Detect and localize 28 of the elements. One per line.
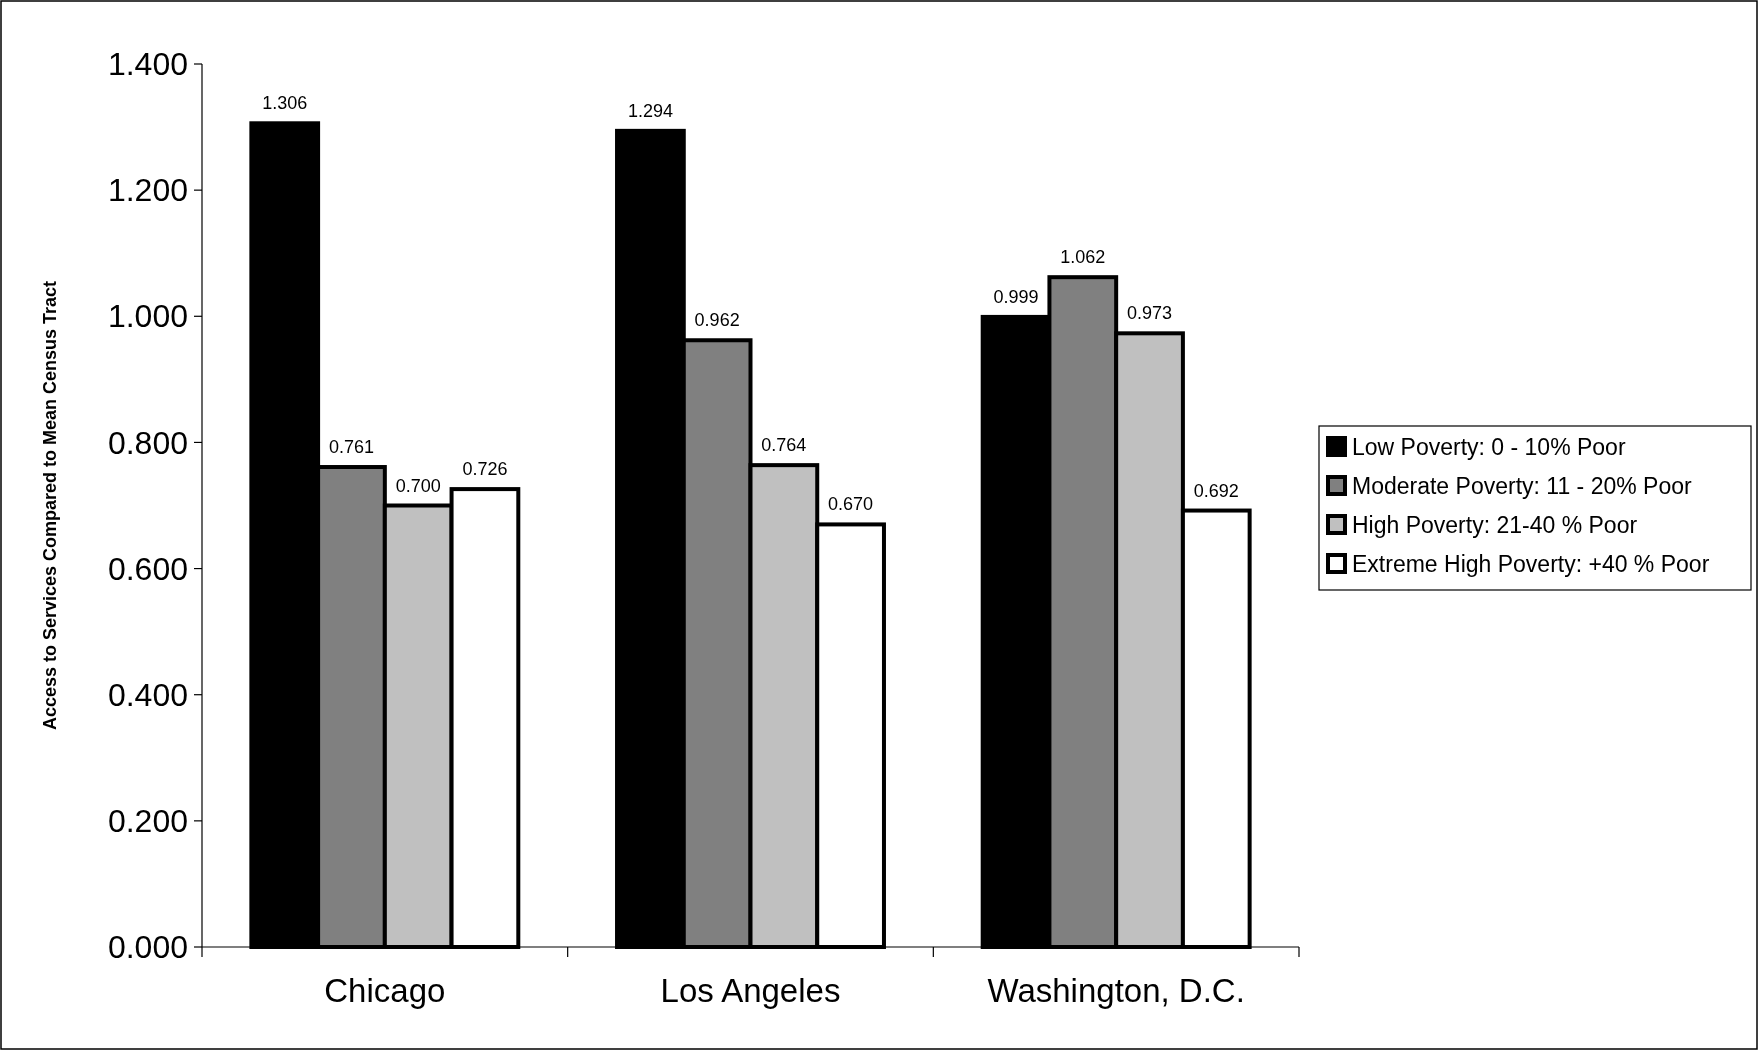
y-tick-label: 0.600	[107, 550, 188, 587]
y-tick-label: 0.800	[107, 424, 188, 461]
y-tick-label: 1.200	[107, 172, 188, 209]
legend-label: Low Poverty: 0 - 10% Poor	[1352, 434, 1626, 461]
x-tick-label: Los Angeles	[660, 972, 841, 1009]
data-label: 0.726	[462, 459, 508, 480]
legend-label: Extreme High Poverty: +40 % Poor	[1352, 551, 1710, 578]
legend-label: High Poverty: 21-40 % Poor	[1352, 512, 1638, 539]
data-label: 0.761	[328, 437, 374, 458]
data-label: 0.700	[395, 475, 441, 496]
y-axis-title: Access to Services Compared to Mean Census Tract	[40, 280, 60, 731]
data-label: 0.962	[694, 310, 740, 331]
data-label: 1.062	[1060, 247, 1106, 268]
data-label: 0.764	[761, 435, 807, 456]
data-label: 1.306	[262, 93, 308, 114]
y-tick-label: 1.400	[107, 46, 188, 83]
data-label: 0.973	[1127, 303, 1173, 324]
data-label: 0.692	[1193, 480, 1239, 501]
y-tick-label: 0.200	[107, 803, 188, 840]
x-tick-label: Chicago	[324, 972, 446, 1009]
legend-label: Moderate Poverty: 11 - 20% Poor	[1352, 473, 1692, 500]
y-tick-label: 1.000	[107, 298, 188, 335]
data-label: 0.670	[828, 494, 874, 515]
y-tick-label: 0.400	[107, 676, 188, 713]
data-label: 1.294	[627, 100, 673, 121]
y-tick-label: 0.000	[107, 929, 188, 966]
x-tick-label: Washington, D.C.	[987, 972, 1245, 1009]
data-label: 0.999	[993, 286, 1039, 307]
